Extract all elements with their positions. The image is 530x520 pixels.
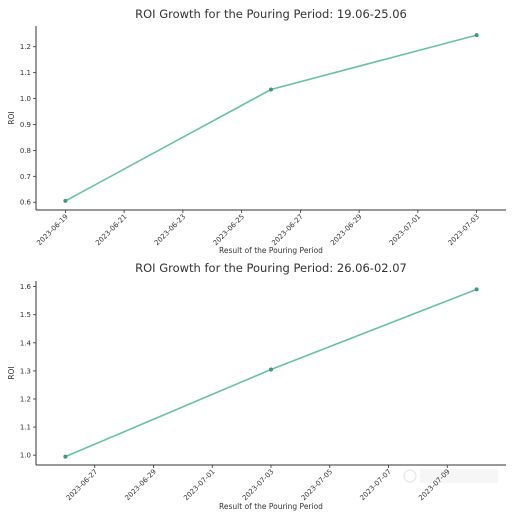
data-point xyxy=(63,198,68,203)
x-tick-label: 2023-06-27 xyxy=(65,468,99,502)
x-tick-label: 2023-06-21 xyxy=(94,213,128,247)
y-tick-label: 1.4 xyxy=(20,339,32,347)
y-tick-label: 0.7 xyxy=(20,173,31,181)
x-tick-label: 2023-06-25 xyxy=(212,213,246,247)
series-line xyxy=(65,34,477,202)
x-tick-label: 2023-07-03 xyxy=(241,468,275,502)
y-axis-label: ROI xyxy=(7,366,16,379)
data-point xyxy=(474,33,479,38)
y-tick-label: 1.3 xyxy=(20,367,31,375)
y-tick-label: 1.0 xyxy=(20,452,31,460)
chart-title: ROI Growth for the Pouring Period: 26.06… xyxy=(135,261,407,275)
chart-panel-1: ROI Growth for the Pouring Period: 19.06… xyxy=(7,7,506,255)
y-axis-label: ROI xyxy=(7,111,16,124)
data-point xyxy=(63,454,68,459)
x-tick-label: 2023-07-05 xyxy=(300,468,334,502)
x-tick-label: 2023-06-23 xyxy=(153,213,187,247)
x-tick-label: 2023-06-27 xyxy=(270,213,304,247)
y-tick-label: 0.8 xyxy=(20,147,31,155)
x-tick-label: 2023-07-01 xyxy=(388,213,422,247)
y-tick-label: 1.1 xyxy=(20,69,31,77)
x-axis-label: Result of the Pouring Period xyxy=(219,246,323,255)
x-axis-label: Result of the Pouring Period xyxy=(219,502,323,511)
x-tick-label: 2023-07-07 xyxy=(358,468,392,502)
x-tick-label: 2023-06-29 xyxy=(123,468,157,502)
x-tick-label: 2023-07-03 xyxy=(447,213,481,247)
x-tick-label: 2023-07-01 xyxy=(182,468,216,502)
x-tick-label: 2023-06-29 xyxy=(329,213,363,247)
series-line xyxy=(65,288,477,458)
y-tick-label: 1.2 xyxy=(20,395,31,403)
data-point xyxy=(269,87,273,92)
data-point xyxy=(474,287,479,292)
y-tick-label: 0.6 xyxy=(20,199,32,207)
watermark xyxy=(403,469,498,483)
y-tick-label: 1.6 xyxy=(20,283,32,291)
y-tick-label: 1.2 xyxy=(20,43,31,51)
y-tick-label: 1.5 xyxy=(20,311,31,319)
data-point xyxy=(269,367,273,372)
chart-title: ROI Growth for the Pouring Period: 19.06… xyxy=(135,7,407,21)
y-tick-label: 1.0 xyxy=(20,95,31,103)
y-tick-label: 1.1 xyxy=(20,424,31,432)
y-tick-label: 0.9 xyxy=(20,121,31,129)
x-tick-label: 2023-06-19 xyxy=(35,213,69,247)
